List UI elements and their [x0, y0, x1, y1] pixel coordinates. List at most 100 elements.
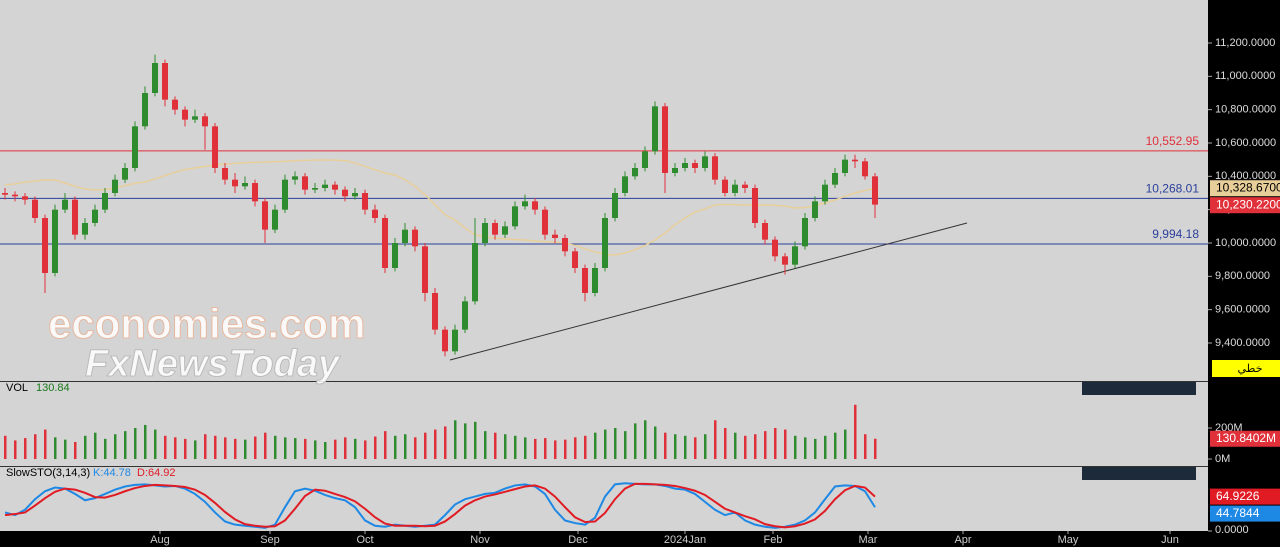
- volume-bar: [804, 437, 807, 460]
- candle-body: [762, 223, 768, 240]
- volume-bar: [574, 437, 577, 460]
- watermark: economies.com: [48, 300, 365, 347]
- x-tick-label: Apr: [954, 534, 971, 546]
- pane-toolbar[interactable]: [1082, 382, 1196, 395]
- pane-toolbar[interactable]: [1082, 467, 1196, 480]
- candle-body: [172, 99, 178, 110]
- volume-bar: [724, 428, 727, 460]
- candle-body: [632, 168, 638, 177]
- candle-body: [562, 238, 568, 252]
- volume-bar: [344, 437, 347, 460]
- volume-bar: [34, 434, 37, 460]
- candle-body: [32, 199, 38, 218]
- stoch-d-last-label-box: [1210, 488, 1280, 505]
- volume-bar: [654, 426, 657, 460]
- volume-bar: [594, 432, 597, 460]
- y-tick-label: 11,000.0000: [1215, 70, 1275, 82]
- volume-bar: [234, 438, 237, 460]
- candle-body: [522, 201, 528, 207]
- candle-body: [212, 126, 218, 168]
- candle-body: [122, 168, 128, 180]
- volume-bar: [364, 440, 367, 460]
- candle-body: [832, 173, 838, 185]
- candle-body: [132, 126, 138, 168]
- candle-body: [852, 159, 858, 162]
- y-tick-label: 10,400.0000: [1215, 170, 1276, 182]
- candle-body: [142, 93, 148, 127]
- stoch-d-header: D:64.92: [137, 467, 176, 479]
- volume-bar: [524, 437, 527, 460]
- candle-body: [252, 183, 258, 202]
- y-tick-label: 10,800.0000: [1215, 104, 1276, 116]
- volume-bar: [384, 431, 387, 460]
- volume-bar: [704, 434, 707, 460]
- candle-body: [482, 223, 488, 243]
- style-button[interactable]: [1212, 360, 1280, 377]
- candle-body: [82, 223, 88, 235]
- volume-bar: [874, 438, 877, 460]
- candle-body: [662, 106, 668, 173]
- volume-bar: [744, 435, 747, 460]
- candle-body: [272, 209, 278, 230]
- volume-bar: [124, 431, 127, 460]
- level-label: 10,268.01: [1146, 182, 1200, 196]
- volume-bar: [634, 423, 637, 460]
- volume-bar: [134, 428, 137, 460]
- candle-body: [652, 106, 658, 152]
- volume-bar: [554, 440, 557, 460]
- candle-body: [322, 184, 328, 188]
- candle-body: [552, 234, 558, 238]
- volume-bar: [154, 429, 157, 460]
- candle-body: [242, 183, 248, 187]
- volume-bar: [334, 439, 337, 460]
- volume-bar: [64, 439, 67, 460]
- y-tick-label: 9,800.0000: [1215, 270, 1270, 282]
- candle-body: [312, 188, 318, 190]
- volume-bar: [424, 432, 427, 460]
- volume-bar: [4, 435, 7, 460]
- x-tick-label: Oct: [356, 534, 373, 546]
- volume-bar: [404, 434, 407, 460]
- candle-body: [472, 243, 478, 302]
- volume-bar: [864, 434, 867, 460]
- candle-body: [112, 179, 118, 193]
- candle-body: [822, 184, 828, 202]
- volume-bar: [774, 428, 777, 460]
- candle-body: [872, 176, 878, 205]
- volume-bar: [854, 404, 857, 460]
- moving-average: [4, 159, 876, 256]
- candle-body: [642, 151, 648, 168]
- volume-bar: [184, 438, 187, 460]
- volume-bar: [244, 439, 247, 460]
- x-tick-label: May: [1058, 534, 1079, 546]
- volume-bar: [414, 437, 417, 460]
- candle-body: [392, 243, 398, 268]
- candle-body: [582, 268, 588, 293]
- candle-body: [452, 329, 458, 352]
- volume-bar: [754, 434, 757, 460]
- volume-bar: [534, 438, 537, 460]
- candle-body: [282, 179, 288, 210]
- candle-body: [412, 229, 418, 247]
- x-tick-label: Mar: [859, 534, 878, 546]
- candle-body: [302, 176, 308, 190]
- volume-bar: [284, 437, 287, 460]
- candle-body: [182, 109, 188, 120]
- candle-body: [292, 176, 298, 180]
- time-axis: [0, 531, 1208, 547]
- close-last-label-box: [1210, 197, 1280, 214]
- candle-body: [722, 179, 728, 193]
- stoch-k-last-label: 44.7844: [1216, 506, 1260, 520]
- volume-bar: [814, 438, 817, 460]
- candle-body: [462, 301, 468, 330]
- volume-tick-label: 0M: [1215, 453, 1230, 465]
- ma-last-label-box: [1210, 180, 1280, 197]
- style-button-label[interactable]: خطي: [1238, 363, 1263, 375]
- candle-body: [782, 256, 788, 265]
- volume-last-label: 130.8402M: [1216, 431, 1276, 445]
- volume-bar: [224, 437, 227, 460]
- volume-bar: [604, 429, 607, 460]
- volume-bar: [354, 438, 357, 460]
- volume-bar: [24, 438, 27, 460]
